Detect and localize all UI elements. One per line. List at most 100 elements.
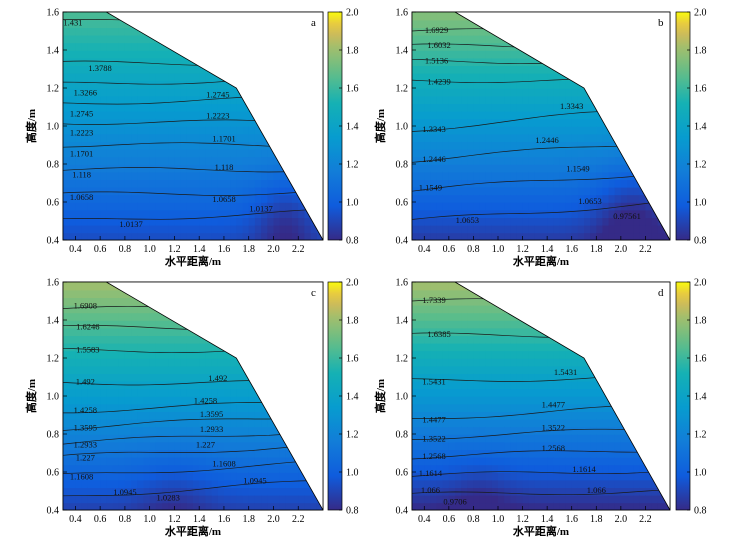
field-cell (261, 164, 269, 173)
field-cell (100, 209, 108, 218)
field-cell (186, 403, 194, 412)
field-cell (137, 396, 145, 405)
field-cell (485, 65, 493, 74)
field-cell (491, 365, 499, 374)
field-cell (430, 282, 438, 291)
field-cell (211, 80, 219, 89)
field-cell (205, 464, 213, 473)
field-cell (528, 232, 536, 240)
field-cell (455, 50, 462, 59)
field-cell (124, 186, 132, 196)
field-cell (504, 186, 511, 196)
field-cell (418, 156, 425, 165)
field-cell (565, 103, 573, 112)
field-cell (168, 65, 176, 74)
field-cell (448, 88, 456, 97)
field-cell (193, 65, 200, 74)
field-cell (193, 418, 200, 428)
field-cell (186, 396, 194, 405)
field-cell (75, 42, 83, 51)
field-cell (261, 202, 269, 211)
field-cell (534, 426, 542, 435)
field-cell (298, 494, 306, 504)
field-cell (510, 224, 518, 234)
field-cell (285, 472, 293, 481)
field-cell (608, 148, 616, 158)
field-cell (485, 320, 493, 329)
field-cell (448, 148, 456, 158)
field-cell (81, 65, 89, 74)
field-cell (106, 171, 114, 180)
field-cell (436, 350, 444, 359)
field-cell (149, 103, 157, 112)
field-cell (461, 126, 468, 135)
field-cell (577, 95, 585, 104)
field-cell (211, 380, 219, 390)
field-cell (186, 141, 194, 150)
field-cell (242, 388, 250, 397)
field-cell (516, 72, 524, 82)
field-cell (75, 224, 83, 234)
field-cell (168, 487, 176, 496)
field-cell (124, 118, 132, 127)
field-cell (430, 472, 438, 481)
field-cell (479, 456, 487, 466)
field-cell (81, 434, 89, 443)
field-cell (124, 373, 132, 382)
field-cell (124, 365, 132, 374)
field-cell (186, 373, 194, 382)
field-cell (528, 358, 536, 367)
field-cell (534, 494, 542, 504)
field-cell (534, 411, 542, 420)
field-cell (498, 80, 505, 89)
field-cell (69, 479, 77, 488)
field-cell (112, 487, 120, 496)
field-cell (516, 186, 524, 196)
field-cell (124, 202, 132, 211)
field-cell (516, 373, 524, 382)
field-cell (137, 179, 145, 188)
field-cell (224, 141, 231, 150)
field-cell (106, 232, 114, 240)
field-cell (137, 194, 145, 203)
field-cell (118, 42, 126, 51)
field-cell (528, 148, 536, 158)
field-cell (100, 42, 108, 51)
field-cell (124, 80, 132, 89)
field-cell (292, 224, 299, 234)
field-cell (430, 72, 438, 82)
field-cell (230, 202, 238, 211)
field-cell (81, 380, 89, 390)
field-cell (193, 350, 200, 359)
field-cell (112, 434, 120, 443)
field-cell (149, 388, 157, 397)
field-cell (100, 304, 108, 314)
field-cell (155, 335, 163, 344)
field-cell (75, 50, 83, 59)
field-cell (590, 464, 597, 473)
field-cell (224, 80, 231, 89)
field-cell (224, 88, 231, 97)
field-cell (442, 282, 450, 291)
field-cell (418, 282, 425, 291)
field-cell (242, 380, 250, 390)
field-cell (534, 380, 542, 390)
field-cell (491, 350, 499, 359)
field-cell (112, 342, 120, 352)
field-cell (436, 289, 444, 298)
field-cell (541, 164, 548, 173)
field-cell (448, 312, 456, 321)
field-cell (412, 327, 419, 336)
field-cell (112, 388, 120, 397)
field-cell (534, 365, 542, 374)
field-cell (131, 342, 139, 352)
field-cell (491, 194, 499, 203)
field-cell (633, 217, 640, 226)
field-cell (442, 141, 450, 150)
field-cell (155, 110, 163, 120)
field-cell (442, 304, 450, 314)
field-cell (412, 95, 419, 104)
field-cell (504, 88, 511, 97)
field-cell (510, 186, 518, 196)
